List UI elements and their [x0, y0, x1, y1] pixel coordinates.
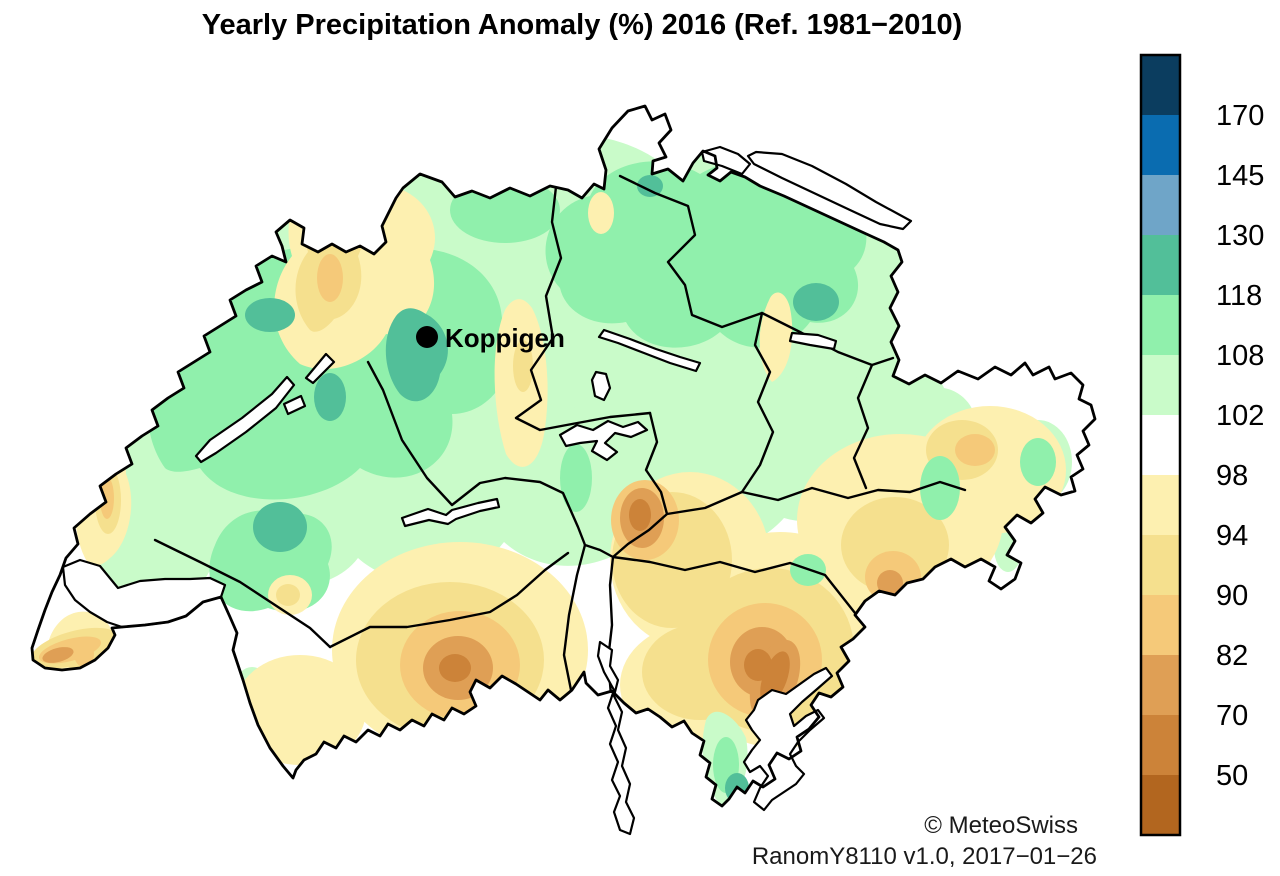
colorbar-frame [1139, 53, 1182, 837]
lake-lugano [742, 666, 834, 812]
colorbar-tick-label: 98 [1216, 460, 1248, 492]
colorbar-tick-label: 94 [1216, 520, 1248, 552]
colorbar-tick-label: 108 [1216, 340, 1264, 372]
internal-border [618, 174, 895, 367]
internal-border [611, 555, 857, 615]
internal-border [514, 176, 652, 432]
lake-zug [590, 370, 612, 402]
anomaly-region [253, 502, 307, 552]
internal-border [562, 543, 587, 692]
anomaly-region [42, 647, 74, 663]
colorbar-tick-label: 145 [1216, 160, 1264, 192]
lakes [61, 145, 913, 836]
colorbar-tick-label: 102 [1216, 400, 1264, 432]
anomaly-region [439, 654, 471, 682]
colorbar-segment [1141, 415, 1180, 475]
copyright-text: © MeteoSwiss [924, 812, 1078, 839]
anomaly-region [793, 283, 839, 321]
colorbar-segment [1141, 475, 1180, 535]
anomaly-region [877, 570, 903, 596]
map-title: Yearly Precipitation Anomaly (%) 2016 (R… [202, 9, 963, 41]
colorbar-tick-label: 170 [1216, 100, 1264, 132]
internal-border [366, 360, 587, 547]
colorbar-tick-label: 130 [1216, 220, 1264, 252]
colorbar-segment [1141, 715, 1180, 775]
internal-border [328, 551, 570, 649]
lake-untersee [700, 145, 752, 176]
anomaly-region [314, 373, 346, 421]
colorbar-tick-label: 70 [1216, 700, 1248, 732]
lake-thun-brienz [400, 497, 501, 528]
anomaly-region [355, 152, 381, 192]
anomaly-region [934, 575, 970, 601]
anomaly-region [588, 192, 614, 234]
internal-border [665, 480, 967, 516]
internal-border [852, 363, 874, 490]
anomaly-region [955, 434, 995, 466]
lake-biel [304, 352, 336, 385]
colorbar-tick-label: 90 [1216, 580, 1248, 612]
anomaly-region [560, 444, 592, 512]
anomaly-region [629, 499, 651, 531]
anomaly-region [276, 584, 300, 606]
anomaly-region [234, 655, 366, 765]
lake-constance [746, 150, 913, 231]
colorbar-segment [1141, 235, 1180, 295]
internal-borders [153, 174, 967, 697]
lake-maggiore [596, 640, 636, 836]
station-label-koppigen: Koppigen [445, 323, 565, 353]
internal-border [153, 538, 332, 649]
colorbar-segment [1141, 535, 1180, 595]
colorbar-segment [1141, 175, 1180, 235]
anomaly-region [920, 456, 960, 520]
lake-neuchatel [194, 375, 296, 464]
station-marker-koppigen [416, 326, 438, 348]
anomaly-region [634, 262, 702, 318]
colorbar-tick-label: 82 [1216, 640, 1248, 672]
anomaly-field [32, 106, 1095, 806]
anomaly-region [450, 177, 560, 243]
anomaly-region [760, 651, 790, 705]
lake-morat [282, 394, 307, 416]
colorbar-segment [1141, 115, 1180, 175]
colorbar-tick-label: 118 [1216, 280, 1262, 312]
lake-walen [788, 331, 838, 351]
internal-border [611, 411, 669, 559]
lake-lucerne [558, 419, 649, 462]
colorbar-segment [1141, 355, 1180, 415]
colorbar: 170 145 130 118 108 102 98 94 90 82 70 5… [1139, 53, 1264, 837]
version-text: RanomY8110 v1.0, 2017−01−26 [752, 843, 1097, 870]
country-border-switzerland [30, 104, 1097, 808]
anomaly-region [317, 254, 343, 302]
colorbar-segment [1141, 55, 1180, 115]
anomaly-region [637, 175, 663, 197]
colorbar-segment [1141, 775, 1180, 835]
anomaly-region [362, 162, 374, 182]
anomaly-region [100, 477, 114, 519]
colorbar-segment [1141, 655, 1180, 715]
anomaly-region [245, 298, 295, 332]
internal-border [740, 311, 775, 494]
lake-zurich [597, 328, 702, 373]
anomaly-region [513, 340, 533, 392]
anomaly-region [1020, 438, 1056, 486]
colorbar-segment [1141, 595, 1180, 655]
colorbar-tick-label: 50 [1216, 760, 1248, 792]
colorbar-segment [1141, 295, 1180, 355]
